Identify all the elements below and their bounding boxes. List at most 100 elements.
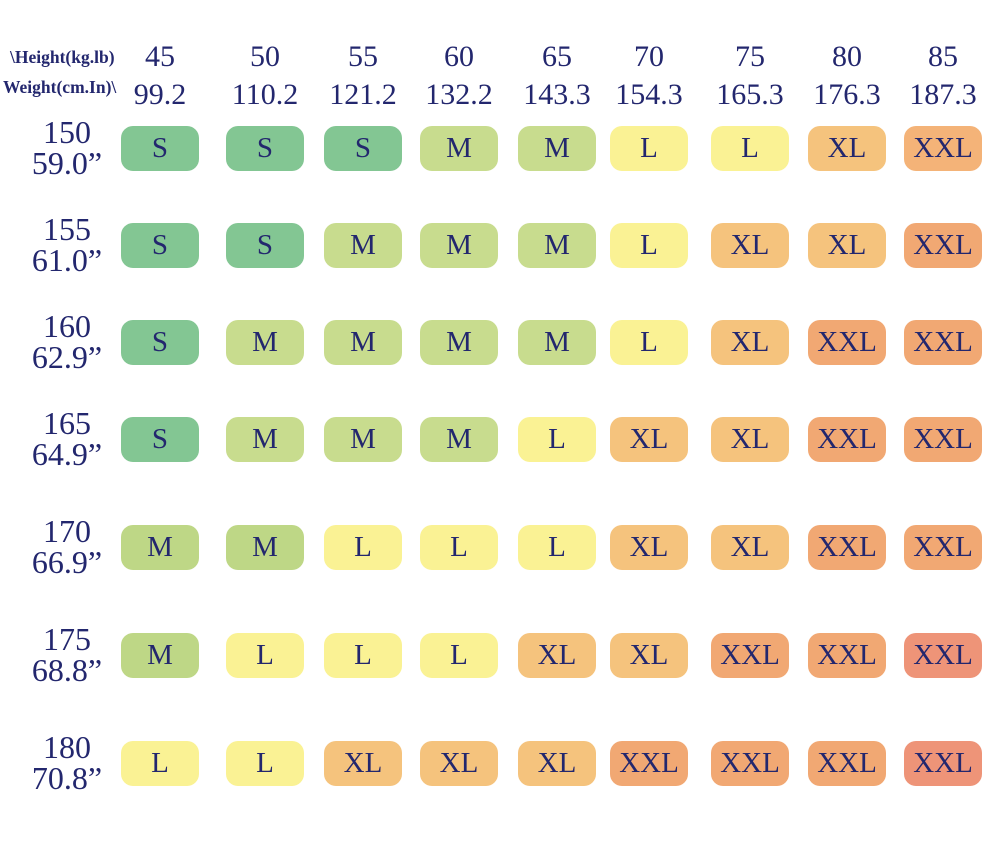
- column-header-kg: 70: [634, 40, 664, 73]
- column-header: 45 99.2: [134, 38, 187, 114]
- size-cell: XL: [518, 633, 596, 678]
- row-header: 180 70.8”: [31, 729, 103, 796]
- size-cell: XL: [711, 223, 789, 268]
- size-cell: M: [420, 417, 498, 462]
- size-cell: XL: [518, 741, 596, 786]
- size-cell: M: [121, 633, 199, 678]
- size-cell: XL: [711, 320, 789, 365]
- size-cell: XXL: [904, 633, 982, 678]
- column-header-lb: 165.3: [716, 78, 784, 111]
- row-header-cm: 170: [42, 513, 91, 549]
- column-header-kg: 60: [444, 40, 474, 73]
- column-header-lb: 187.3: [909, 78, 977, 111]
- size-cell: XXL: [904, 126, 982, 171]
- size-cell: XL: [711, 417, 789, 462]
- size-cell: XL: [610, 525, 688, 570]
- size-cell: L: [420, 633, 498, 678]
- row-header-cm: 155: [42, 211, 91, 247]
- size-cell: M: [518, 126, 596, 171]
- size-cell: L: [226, 741, 304, 786]
- size-cell: L: [518, 417, 596, 462]
- size-cell: M: [324, 417, 402, 462]
- size-cell: S: [226, 126, 304, 171]
- size-cell: M: [420, 223, 498, 268]
- size-cell: XL: [420, 741, 498, 786]
- size-cell: XXL: [808, 741, 886, 786]
- row-header-inch: 70.8”: [31, 760, 103, 796]
- row-header-cm: 150: [42, 114, 91, 150]
- size-cell: L: [610, 126, 688, 171]
- size-cell: L: [324, 633, 402, 678]
- column-header-lb: 121.2: [329, 78, 397, 111]
- row-header-inch: 68.8”: [31, 652, 103, 688]
- column-header-lb: 143.3: [523, 78, 591, 111]
- axis-label-weight: Weight(cm.In)\: [3, 77, 117, 97]
- size-cell: S: [121, 126, 199, 171]
- size-cell: XXL: [808, 320, 886, 365]
- size-cell: S: [226, 223, 304, 268]
- column-header-kg: 75: [735, 40, 765, 73]
- column-header-kg: 85: [928, 40, 958, 73]
- size-cell: XXL: [711, 741, 789, 786]
- column-header-kg: 65: [542, 40, 572, 73]
- size-cell: XL: [808, 126, 886, 171]
- size-cell: L: [610, 320, 688, 365]
- size-cell: XXL: [904, 417, 982, 462]
- size-cell: XL: [711, 525, 789, 570]
- size-cell: S: [121, 417, 199, 462]
- column-header-lb: 110.2: [231, 78, 299, 111]
- size-cell: S: [121, 223, 199, 268]
- size-cell: S: [324, 126, 402, 171]
- size-cell: M: [420, 126, 498, 171]
- row-header-inch: 66.9”: [31, 544, 103, 580]
- size-cell: XXL: [610, 741, 688, 786]
- column-header: 80 176.3: [813, 38, 881, 114]
- row-header-cm: 175: [42, 621, 91, 657]
- column-header-lb: 154.3: [615, 78, 683, 111]
- size-cell: M: [420, 320, 498, 365]
- size-cell: XL: [324, 741, 402, 786]
- row-header-inch: 59.0”: [31, 145, 103, 181]
- column-header-kg: 80: [832, 40, 862, 73]
- size-cell: L: [226, 633, 304, 678]
- axis-corner-label: \Height(kg.lb) Weight(cm.In)\: [3, 42, 116, 102]
- row-header-cm: 160: [42, 308, 91, 344]
- column-header: 75 165.3: [716, 38, 784, 114]
- row-header-inch: 61.0”: [31, 242, 103, 278]
- size-cell: M: [226, 525, 304, 570]
- size-cell: M: [518, 223, 596, 268]
- column-header-kg: 50: [249, 40, 280, 73]
- size-cell: L: [121, 741, 199, 786]
- size-cell: M: [324, 223, 402, 268]
- size-cell: XXL: [904, 741, 982, 786]
- size-cell: XL: [808, 223, 886, 268]
- size-cell: XXL: [711, 633, 789, 678]
- column-header: 55 121.2: [329, 38, 397, 114]
- column-header-lb: 99.2: [133, 78, 187, 111]
- size-cell: M: [226, 417, 304, 462]
- size-cell: L: [324, 525, 402, 570]
- row-header-cm: 180: [42, 729, 91, 765]
- column-header-kg: 55: [348, 40, 378, 73]
- column-header: 85 187.3: [909, 38, 977, 114]
- size-cell: XXL: [808, 417, 886, 462]
- size-cell: XXL: [808, 525, 886, 570]
- size-cell: M: [324, 320, 402, 365]
- row-header: 160 62.9”: [31, 308, 103, 375]
- axis-label-height: \Height(kg.lb): [10, 47, 115, 67]
- size-cell: L: [420, 525, 498, 570]
- size-cell: M: [518, 320, 596, 365]
- row-header-inch: 64.9”: [31, 436, 103, 472]
- column-header: 70 154.3: [615, 38, 683, 114]
- row-header: 165 64.9”: [31, 405, 103, 472]
- column-header-kg: 45: [145, 40, 175, 73]
- row-header-cm: 165: [42, 405, 91, 441]
- row-header: 150 59.0”: [31, 114, 103, 181]
- row-header-inch: 62.9”: [31, 339, 103, 375]
- column-header-lb: 176.3: [813, 78, 881, 111]
- row-header: 170 66.9”: [31, 513, 103, 580]
- row-header: 175 68.8”: [31, 621, 103, 688]
- size-cell: L: [518, 525, 596, 570]
- size-cell: XXL: [904, 223, 982, 268]
- size-cell: S: [121, 320, 199, 365]
